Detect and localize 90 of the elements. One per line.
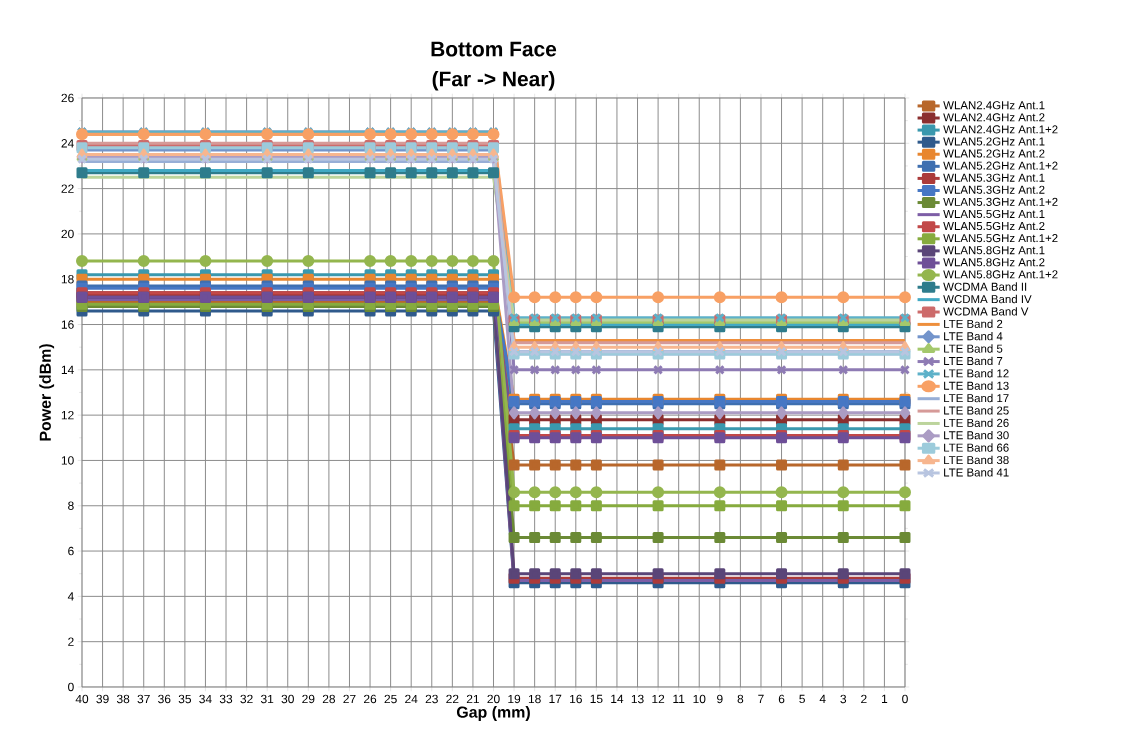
x-tick-label: 15 — [590, 694, 603, 704]
legend-label: WLAN5.2GHz Ant.1 — [943, 137, 1045, 146]
legend-label: WLAN2.4GHz Ant.1 — [943, 101, 1045, 110]
y-tick-label: 2 — [68, 637, 74, 646]
legend-label: WLAN5.8GHz Ant.1 — [943, 246, 1045, 255]
y-tick-label: 22 — [61, 184, 74, 193]
legend-label: WLAN2.4GHz Ant.1+2 — [943, 125, 1058, 134]
x-tick-label: 20 — [487, 694, 500, 704]
legend-label: LTE Band 66 — [944, 443, 1009, 452]
x-tick-label: 25 — [384, 694, 397, 704]
y-tick-label: 8 — [68, 501, 74, 510]
x-tick-label: 10 — [693, 694, 706, 704]
legend-label: WLAN2.4GHz Ant.2 — [943, 113, 1045, 122]
x-tick-label: 33 — [219, 694, 233, 704]
x-tick-label: 14 — [611, 694, 624, 703]
x-tick-label: 29 — [302, 694, 315, 704]
y-tick-label: 16 — [61, 320, 74, 329]
y-tick-label: 10 — [61, 456, 74, 465]
x-tick-label: 4 — [819, 694, 826, 703]
y-tick-label: 18 — [61, 274, 74, 284]
x-tick-label: 9 — [717, 694, 723, 704]
x-tick-label: 21 — [466, 694, 479, 704]
x-tick-label: 40 — [75, 694, 89, 704]
x-tick-label: 2 — [861, 694, 867, 704]
x-axis-title: Gap (mm) — [456, 706, 530, 721]
y-tick-label: 24 — [61, 139, 74, 148]
x-tick-label: 18 — [528, 694, 541, 704]
y-tick-label: 26 — [61, 93, 74, 103]
legend-label: LTE Band 25 — [944, 406, 1009, 415]
x-tick-label: 34 — [199, 694, 212, 704]
legend-label: WLAN5.3GHz Ant.2 — [943, 185, 1045, 194]
legend-label: WLAN5.2GHz Ant.1+2 — [943, 161, 1058, 170]
legend-label: WLAN5.5GHz Ant.2 — [943, 221, 1045, 231]
y-tick-label: 6 — [68, 546, 74, 556]
x-tick-label: 8 — [737, 694, 744, 704]
x-tick-label: 28 — [322, 694, 336, 704]
y-tick-label: 20 — [61, 229, 74, 239]
legend-label: LTE Band 12 — [944, 369, 1009, 378]
x-tick-label: 3 — [840, 694, 847, 704]
legend-label: LTE Band 13 — [944, 381, 1009, 390]
legend-label: WLAN5.5GHz Ant.1+2 — [943, 234, 1058, 243]
y-tick-label: 12 — [61, 410, 74, 420]
legend-label: LTE Band 2 — [944, 319, 1003, 328]
legend-label: WCDMA Band V — [943, 307, 1029, 316]
x-tick-label: 1 — [882, 694, 888, 703]
x-tick-label: 19 — [508, 694, 521, 704]
x-tick-label: 24 — [405, 694, 418, 704]
y-tick-label: 0 — [68, 682, 74, 692]
x-tick-label: 39 — [96, 694, 109, 704]
y-axis-title: Power (dBm) — [39, 344, 55, 441]
y-tick-label: 14 — [61, 365, 74, 374]
x-tick-label: 6 — [778, 694, 785, 704]
x-tick-label: 0 — [902, 694, 908, 704]
x-tick-label: 37 — [137, 694, 150, 704]
x-tick-label: 13 — [631, 694, 644, 704]
legend-label: WCDMA Band II — [943, 282, 1027, 291]
legend-label: WLAN5.3GHz Ant.1 — [943, 173, 1045, 182]
x-tick-label: 17 — [549, 694, 562, 703]
legend-label: LTE Band 26 — [944, 418, 1009, 427]
x-tick-label: 5 — [799, 694, 805, 704]
x-tick-label: 12 — [652, 694, 665, 704]
y-tick-label: 4 — [67, 592, 74, 601]
x-tick-label: 35 — [178, 694, 192, 704]
legend-label: WLAN5.5GHz Ant.1 — [943, 209, 1045, 218]
x-tick-label: 32 — [240, 694, 253, 704]
legend-label: WLAN5.2GHz Ant.2 — [943, 149, 1045, 158]
legend-label: LTE Band 7 — [944, 356, 1003, 366]
x-tick-label: 27 — [343, 694, 356, 704]
legend-label: WLAN5.8GHz Ant.2 — [943, 258, 1045, 267]
legend-label: WLAN5.3GHz Ant.1+2 — [943, 197, 1058, 206]
legend-label: LTE Band 41 — [944, 468, 1009, 477]
x-tick-label: 38 — [116, 694, 130, 704]
x-tick-label: 36 — [158, 694, 171, 704]
legend-label: LTE Band 5 — [944, 344, 1003, 353]
legend-label: LTE Band 38 — [944, 455, 1009, 465]
legend-label: WLAN5.8GHz Ant.1+2 — [943, 270, 1058, 279]
x-tick-label: 11 — [673, 694, 685, 703]
x-tick-label: 7 — [758, 694, 764, 703]
x-tick-label: 30 — [281, 694, 294, 704]
x-tick-label: 26 — [363, 694, 377, 704]
legend-label: LTE Band 30 — [944, 430, 1009, 440]
legend-label: LTE Band 4 — [944, 331, 1003, 341]
legend-label: WCDMA Band IV — [943, 294, 1032, 304]
x-tick-label: 16 — [570, 694, 582, 704]
chart-subtitle: (Far -> Near) — [432, 70, 555, 91]
x-tick-label: 31 — [260, 694, 274, 704]
legend-label: LTE Band 17 — [944, 393, 1009, 403]
chart-title: Bottom Face — [431, 41, 557, 57]
x-tick-label: 23 — [425, 694, 438, 704]
x-tick-label: 22 — [446, 694, 459, 704]
